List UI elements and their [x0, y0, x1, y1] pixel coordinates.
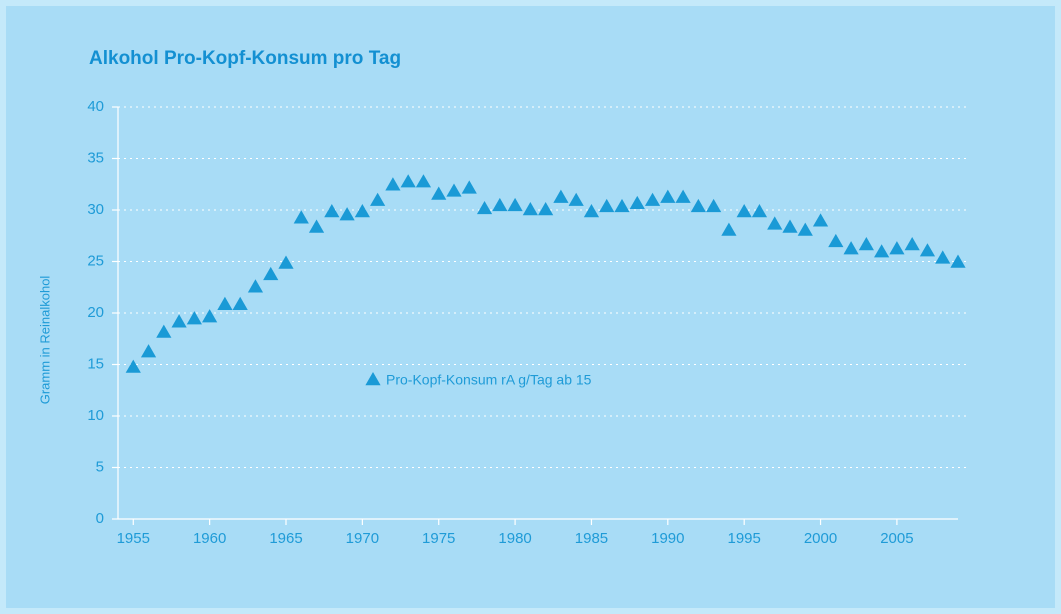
x-tick-label: 2005: [880, 530, 913, 547]
marker: [935, 250, 951, 264]
marker: [492, 197, 508, 212]
marker: [293, 210, 309, 224]
y-tick-label: 10: [87, 407, 104, 424]
x-tick-label: 1990: [651, 530, 684, 547]
marker: [675, 189, 691, 203]
y-tick-label: 40: [87, 98, 104, 115]
marker: [690, 198, 706, 213]
marker: [263, 266, 279, 281]
marker: [354, 204, 370, 218]
marker: [736, 204, 752, 218]
marker: [461, 180, 477, 194]
x-tick-label: 2000: [804, 530, 837, 547]
marker: [614, 198, 630, 213]
legend-label: Pro-Kopf-Konsum rA g/Tag ab 15: [386, 372, 592, 388]
marker: [950, 254, 966, 268]
x-tick-label: 1985: [575, 530, 608, 547]
marker: [889, 241, 905, 255]
y-axis-label: Gramm in Reinalkohol: [37, 276, 52, 405]
marker: [370, 192, 386, 206]
marker: [140, 344, 157, 358]
marker: [507, 197, 523, 212]
marker: [797, 222, 813, 236]
marker: [874, 244, 890, 258]
marker: [522, 202, 538, 216]
marker: [431, 186, 447, 200]
x-tick-label: 1970: [346, 530, 379, 547]
marker: [538, 202, 554, 216]
marker: [415, 174, 432, 188]
y-tick-label: 0: [96, 510, 104, 527]
x-tick-label: 1965: [269, 530, 302, 547]
marker: [904, 237, 920, 251]
marker: [324, 204, 340, 218]
marker: [217, 296, 233, 310]
marker: [385, 177, 401, 191]
marker: [629, 195, 645, 210]
legend-marker: [365, 372, 381, 386]
marker: [583, 204, 600, 218]
marker: [156, 324, 172, 338]
y-tick-label: 20: [87, 304, 104, 321]
marker: [644, 192, 661, 206]
marker: [599, 198, 615, 213]
x-tick-label: 1955: [117, 530, 150, 547]
marker: [339, 207, 355, 221]
marker: [843, 241, 859, 255]
marker: [858, 237, 874, 251]
marker: [706, 198, 722, 213]
x-tick-label: 1980: [498, 530, 531, 547]
x-tick-label: 1995: [727, 530, 760, 547]
y-tick-label: 5: [96, 458, 104, 475]
y-tick-label: 30: [87, 201, 104, 218]
marker: [171, 314, 187, 328]
x-tick-label: 1975: [422, 530, 455, 547]
marker: [202, 309, 218, 323]
marker: [278, 255, 294, 269]
marker: [782, 219, 798, 233]
marker: [721, 222, 737, 236]
marker: [812, 213, 829, 227]
marker: [767, 216, 783, 230]
marker: [919, 243, 936, 257]
chart-title: Alkohol Pro-Kopf-Konsum pro Tag: [89, 48, 401, 69]
y-tick-label: 35: [87, 149, 104, 166]
marker: [828, 233, 844, 248]
marker: [553, 189, 569, 203]
marker: [247, 279, 264, 293]
marker: [751, 204, 768, 218]
y-tick-label: 15: [87, 355, 104, 372]
y-tick-label: 25: [87, 252, 104, 269]
marker: [400, 174, 416, 188]
marker: [568, 192, 584, 206]
marker: [186, 311, 202, 325]
marker: [232, 296, 248, 310]
marker: [660, 189, 676, 203]
marker: [125, 359, 141, 373]
marker: [476, 200, 493, 215]
marker: [308, 219, 325, 233]
panel: [6, 6, 1055, 608]
x-tick-label: 1960: [193, 530, 226, 547]
marker: [446, 183, 462, 197]
